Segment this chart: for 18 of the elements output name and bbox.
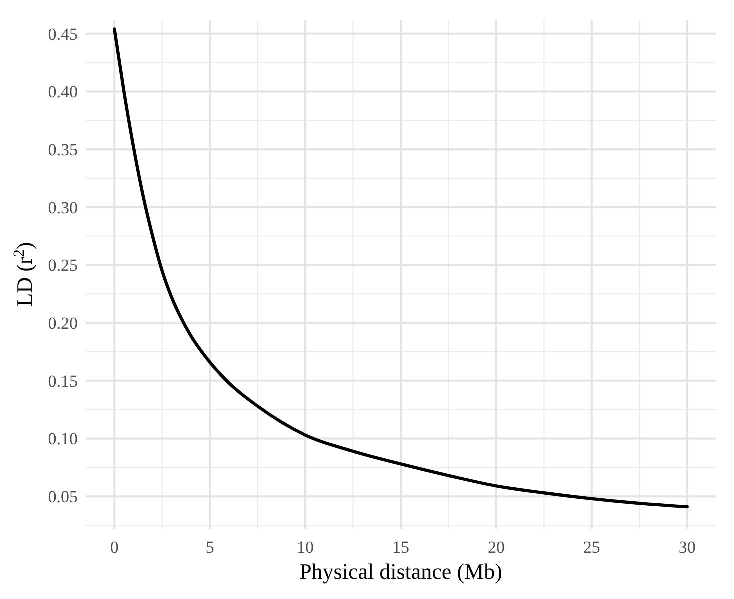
x-tick-label: 25: [583, 538, 600, 557]
x-tick-label: 15: [392, 538, 410, 557]
y-tick-label: 0.25: [48, 256, 78, 276]
y-tick-label: 0.15: [48, 372, 78, 391]
x-tick-label: 0: [110, 538, 119, 557]
line-series: [113, 28, 689, 509]
x-tick-label: 30: [678, 538, 696, 557]
y-tick-label: 0.35: [48, 140, 78, 160]
y-tick-label: 0.05: [48, 488, 78, 507]
x-tick-label: 20: [488, 538, 505, 557]
y-tick-label: 0.45: [48, 24, 78, 44]
x-axis-title: Physical distance (Mb): [300, 559, 502, 584]
x-tick-label: 10: [297, 538, 314, 557]
y-tick-label: 0.10: [48, 430, 78, 449]
y-tick-label: 0.40: [48, 82, 78, 102]
y-tick-label: 0.30: [48, 198, 78, 218]
y-tick-label: 0.20: [48, 314, 78, 334]
x-tick-label: 5: [206, 538, 214, 557]
